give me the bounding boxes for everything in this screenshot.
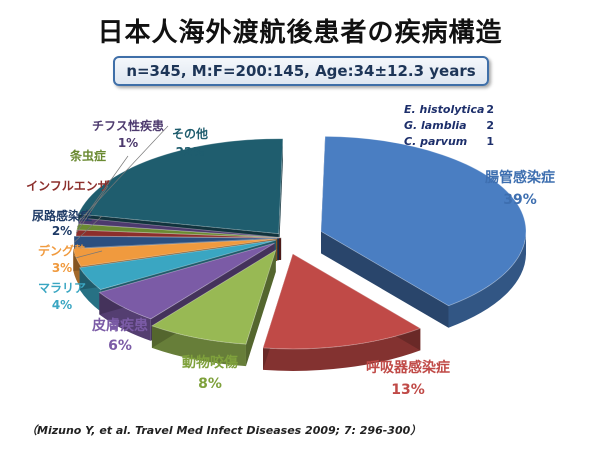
slice-label-10: その他 [172, 126, 208, 141]
slice-3 [98, 242, 275, 320]
slice-label-8: 条虫症 [69, 148, 106, 163]
leader-line-6 [73, 215, 103, 243]
slice-edge [448, 231, 527, 328]
slice-0 [320, 135, 527, 307]
slice-value-9: 1% [118, 136, 138, 150]
slice-edge [151, 325, 246, 367]
slice-value-0: 39% [503, 192, 537, 208]
slice-wall [321, 231, 449, 328]
slice-5 [72, 238, 278, 267]
slice-value-10: 22% [176, 145, 205, 159]
slice-label-4: マラリア [38, 281, 86, 295]
pie-slices [72, 135, 527, 371]
slice-label-7: インフルエンザ [26, 179, 110, 193]
slice-value-4: 4% [52, 298, 72, 312]
slice-label-3: 皮膚疾患 [91, 317, 148, 334]
slice-1 [262, 253, 422, 350]
slice-10 [77, 138, 284, 235]
pie-labels: 腸管感染症 39% 呼吸器感染症 13% 動物咬傷 8% 皮膚疾患 6% マラリア 4% デング熱 3… [26, 118, 555, 398]
slice-label-9: チフス性疾患 [92, 118, 164, 133]
slice-label-6: 尿路感染症 [32, 208, 92, 223]
slice-value-1: 13% [391, 382, 425, 398]
slice-label-5: デング熱 [38, 243, 86, 258]
chart-title: 日本人海外渡航後患者の疾病構造 [97, 18, 503, 48]
citation: （Mizuno Y, et al. Travel Med Infect Dise… [26, 424, 422, 437]
leader-line-9 [79, 125, 169, 222]
pathogen-count-2: 1 [486, 135, 494, 148]
slice-9 [77, 217, 282, 239]
pathogen-annotation: E. histolytica 2 G. lamblia 2 C. parvum 1 [404, 103, 494, 148]
sample-summary-text: n=345, M:F=200:145, Age:34±12.3 years [126, 62, 476, 80]
slice-7 [75, 229, 282, 239]
slice-value-5: 3% [52, 261, 72, 275]
slice-label-1: 呼吸器感染症 [366, 359, 450, 376]
sample-summary-box: n=345, M:F=200:145, Age:34±12.3 years [113, 56, 489, 86]
slice-value-2: 8% [198, 376, 222, 392]
slice-6 [73, 235, 280, 249]
slice-label-0: 腸管感染症 [485, 169, 555, 186]
slice-value-3: 6% [108, 338, 132, 354]
slice-wall [245, 250, 276, 367]
pathogen-count-1: 2 [486, 119, 494, 132]
pathogen-name-2: C. parvum [404, 135, 467, 148]
slice-edge [263, 328, 421, 371]
slice-wall [278, 138, 283, 256]
leader-lines [73, 125, 169, 259]
slice-2 [151, 249, 277, 345]
slice-label-2: 動物咬傷 [182, 354, 238, 371]
slice-4 [78, 239, 276, 290]
leader-line-5 [76, 250, 103, 259]
leader-line-8 [77, 155, 129, 228]
pathogen-name-0: E. histolytica [404, 103, 484, 116]
pathogen-name-1: G. lamblia [404, 119, 467, 132]
pathogen-count-0: 2 [486, 103, 494, 116]
leader-line-7 [75, 185, 109, 234]
slice-value-6: 2% [52, 224, 72, 238]
